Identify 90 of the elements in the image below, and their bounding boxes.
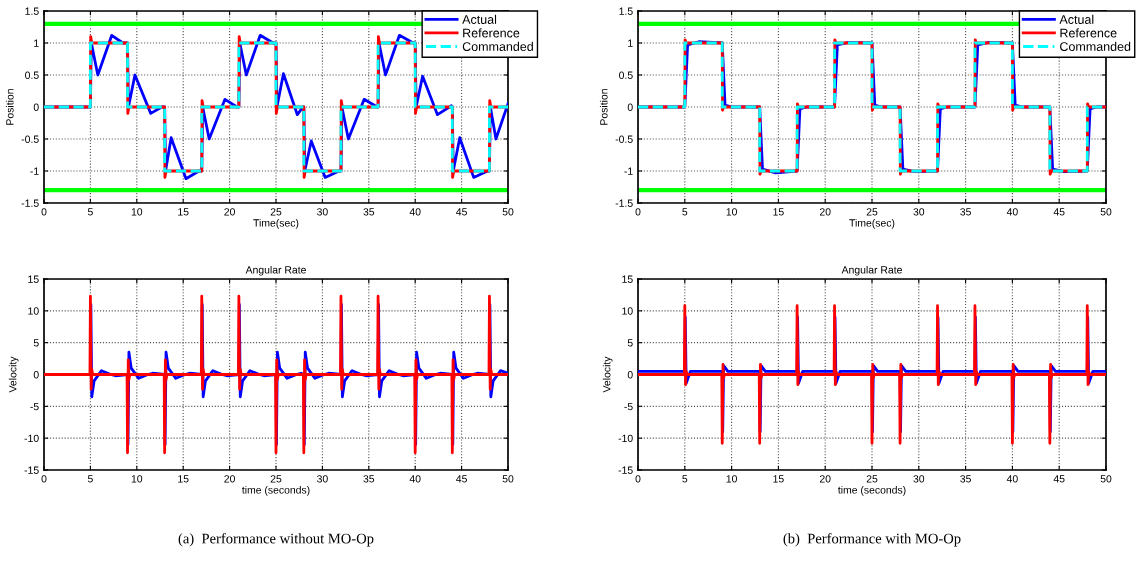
x-tick-label: 50 [502, 475, 514, 483]
x-tick-label: 25 [270, 475, 282, 483]
x-tick-label: 25 [866, 208, 878, 216]
x-tick-label: 10 [131, 208, 143, 216]
x-tick-label: 5 [87, 208, 93, 216]
text: (b) Performance with MO-Op [783, 533, 961, 547]
legend-label: Actual [1059, 14, 1094, 24]
chart-title: Angular Rate [245, 265, 306, 276]
y-tick-label: 5 [627, 339, 633, 347]
x-tick-label: 35 [363, 208, 375, 216]
x-tick-label: 40 [1006, 208, 1018, 216]
legend-label: Reference [463, 28, 520, 38]
x-axis-title: Time(sec) [849, 218, 895, 229]
y-tick-label: -0.5 [615, 135, 633, 143]
x-tick-label: 10 [131, 475, 143, 483]
y-tick-label: 0 [33, 371, 39, 379]
y-tick-label: -1.5 [21, 199, 39, 207]
y-tick-label: 0 [627, 103, 633, 111]
y-tick-label: -15 [24, 466, 39, 474]
x-tick-label: 30 [913, 208, 925, 216]
y-tick-label: -10 [618, 434, 633, 443]
x-tick-label: 40 [409, 208, 421, 216]
x-tick-label: 45 [1053, 475, 1065, 483]
x-axis-title: time (seconds) [242, 485, 310, 496]
x-tick-label: 15 [773, 208, 784, 216]
x-tick-label: 35 [363, 475, 375, 483]
y-axis-title: Position [599, 89, 608, 125]
x-tick-label: 10 [726, 475, 737, 483]
y-tick-label: -1.5 [615, 199, 633, 207]
y-tick-label: 1 [628, 39, 633, 47]
y-tick-label: -10 [24, 434, 39, 443]
x-axis-title: Time(sec) [253, 218, 299, 229]
x-tick-label: 50 [502, 208, 514, 216]
y-axis-title: Velocity [8, 356, 19, 393]
y-tick-label: -15 [618, 466, 633, 474]
x-tick-label: 0 [41, 208, 47, 216]
y-tick-label: 1 [34, 39, 39, 47]
x-tick-label: 15 [178, 208, 189, 216]
x-tick-label: 5 [87, 475, 93, 483]
x-tick-label: 45 [1053, 208, 1065, 216]
y-tick-label: 0 [627, 371, 633, 379]
y-tick-label: 15 [28, 275, 39, 283]
x-tick-label: 45 [456, 475, 467, 483]
x-tick-label: 45 [456, 208, 467, 216]
y-tick-label: -1 [30, 167, 39, 175]
y-tick-label: 0 [33, 103, 39, 111]
y-tick-label: 10 [622, 307, 633, 315]
x-tick-label: 20 [224, 475, 235, 483]
legend-label: Actual [462, 14, 497, 24]
legend-label: Commanded [1060, 41, 1131, 51]
x-tick-label: 35 [960, 208, 971, 216]
legend-label: Commanded [462, 41, 533, 51]
x-tick-label: 20 [819, 208, 831, 216]
text: (a) Performance without MO-Op [178, 533, 374, 547]
y-tick-label: 10 [28, 307, 39, 315]
legend-label: Reference [1060, 28, 1117, 38]
x-tick-label: 15 [178, 475, 189, 483]
x-tick-label: 5 [682, 475, 688, 483]
x-tick-label: 30 [317, 475, 328, 483]
x-tick-label: 5 [682, 208, 688, 216]
y-tick-label: 0.5 [619, 71, 633, 79]
x-tick-label: 15 [773, 475, 784, 483]
y-tick-label: 15 [622, 275, 633, 283]
x-tick-label: 40 [409, 475, 421, 483]
y-tick-label: -5 [624, 402, 633, 411]
x-tick-label: 40 [1006, 475, 1018, 483]
chart-title: Angular Rate [841, 265, 902, 276]
y-axis-title: Position [5, 89, 14, 125]
y-tick-label: 1.5 [619, 7, 633, 15]
y-tick-label: 1.5 [25, 7, 39, 15]
x-tick-label: 20 [224, 208, 235, 216]
x-tick-label: 50 [1100, 208, 1112, 216]
x-tick-label: 0 [635, 475, 641, 483]
x-tick-label: 0 [635, 208, 641, 216]
x-tick-label: 25 [270, 208, 282, 216]
x-tick-label: 30 [317, 208, 328, 216]
x-tick-label: 50 [1100, 475, 1112, 483]
y-tick-label: 5 [33, 339, 39, 347]
x-tick-label: 20 [819, 475, 831, 483]
x-tick-label: 35 [960, 475, 971, 483]
y-tick-label: -1 [624, 167, 633, 175]
y-tick-label: -5 [30, 402, 39, 411]
y-axis-title: Velocity [602, 356, 613, 393]
x-tick-label: 10 [726, 208, 737, 216]
x-tick-label: 25 [866, 475, 878, 483]
x-axis-title: time (seconds) [838, 485, 906, 496]
x-tick-label: 30 [913, 475, 925, 483]
y-tick-label: 0.5 [25, 71, 39, 79]
y-tick-label: -0.5 [21, 135, 39, 143]
x-tick-label: 0 [41, 475, 47, 483]
